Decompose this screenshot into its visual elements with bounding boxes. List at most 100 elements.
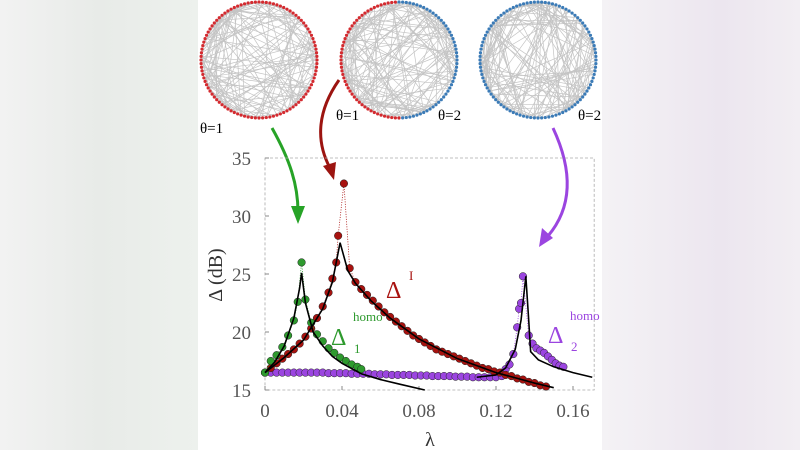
network-node xyxy=(494,98,498,102)
network-edge xyxy=(353,22,403,119)
network-node xyxy=(313,43,317,48)
network-node xyxy=(223,105,227,109)
network-edge xyxy=(227,10,314,39)
label-delta-1-homo: Δ homo 1 xyxy=(331,309,383,356)
network-node xyxy=(481,76,485,80)
network-edge xyxy=(212,93,288,112)
network-node xyxy=(288,107,292,111)
network-edge xyxy=(491,93,583,98)
network-node xyxy=(434,13,438,17)
network-node xyxy=(299,98,303,102)
network-edge xyxy=(230,8,306,27)
network-node xyxy=(346,86,350,90)
label-delta-I: Δ I xyxy=(386,268,413,304)
network-node xyxy=(446,27,450,31)
network-node xyxy=(339,65,344,69)
network-node xyxy=(576,16,580,20)
y-tick-label: 20 xyxy=(232,323,251,344)
network-node xyxy=(339,54,343,58)
network-node xyxy=(444,24,448,28)
network-edge xyxy=(537,1,588,92)
network-edge xyxy=(381,113,421,116)
network-node xyxy=(590,79,594,83)
network-node xyxy=(454,47,458,51)
network-node xyxy=(299,18,303,22)
network-node xyxy=(515,112,519,116)
network-node xyxy=(442,21,446,25)
network-node xyxy=(485,86,489,90)
network-node xyxy=(594,54,598,58)
network-node xyxy=(315,58,319,62)
x-tick-label: 0.04 xyxy=(325,401,359,422)
network-node xyxy=(261,116,265,120)
network-node xyxy=(369,7,373,11)
network-node xyxy=(496,100,500,104)
network-node xyxy=(304,24,308,28)
network-node xyxy=(525,115,529,119)
network-node xyxy=(271,2,276,6)
network-node xyxy=(518,3,522,7)
network-edge xyxy=(216,14,296,21)
network-node xyxy=(342,40,346,44)
network-edge xyxy=(387,2,455,79)
network-node xyxy=(451,37,455,41)
network-node xyxy=(481,40,485,44)
network-node xyxy=(439,98,443,102)
network-node xyxy=(202,40,206,44)
network-node xyxy=(452,40,456,44)
network-node xyxy=(200,47,204,51)
network-edge xyxy=(255,17,300,119)
network-node xyxy=(448,86,452,90)
y-tick-label: 15 xyxy=(232,381,251,402)
network-edge xyxy=(487,41,594,89)
network-node xyxy=(593,51,598,55)
network-edge xyxy=(479,63,560,115)
network-node xyxy=(449,33,454,37)
network-edge xyxy=(201,52,232,111)
network-node xyxy=(587,30,591,34)
network-node xyxy=(505,9,509,13)
network-node xyxy=(242,2,247,6)
network-node xyxy=(308,86,312,90)
network-node xyxy=(525,1,529,5)
network-edge xyxy=(479,56,573,108)
network-edge xyxy=(227,108,277,116)
network-edge xyxy=(495,10,570,100)
network-edge xyxy=(480,70,539,119)
network-edge xyxy=(493,63,596,98)
network-node xyxy=(418,4,422,8)
network-node xyxy=(311,79,315,83)
network-edge xyxy=(340,8,428,64)
network-node xyxy=(428,9,432,13)
network-node xyxy=(372,110,376,115)
network-node xyxy=(578,18,582,22)
network-node xyxy=(360,103,364,107)
network-node xyxy=(350,24,354,28)
network-edge xyxy=(343,2,393,79)
network-node xyxy=(521,114,526,118)
network-node xyxy=(585,27,589,31)
network-node xyxy=(212,95,216,99)
network-node xyxy=(536,0,540,4)
network-edge xyxy=(209,9,232,92)
network-node xyxy=(482,37,486,41)
network-node xyxy=(511,5,515,10)
network-node xyxy=(341,72,345,77)
network-edge xyxy=(416,4,457,72)
network-node xyxy=(390,0,394,5)
network-edge xyxy=(349,2,407,30)
network-node xyxy=(242,114,247,118)
network-edge xyxy=(582,45,595,98)
series-label-sub: 2 xyxy=(571,339,578,354)
network-node xyxy=(594,62,598,66)
network-node xyxy=(540,116,544,120)
network-node xyxy=(246,115,250,119)
network-node xyxy=(344,33,349,37)
network-edge xyxy=(483,3,524,82)
network-edge xyxy=(391,2,411,118)
network-node xyxy=(250,115,254,120)
network-node xyxy=(357,16,361,20)
network-edge xyxy=(206,84,310,89)
network-node xyxy=(291,11,295,15)
network-edge xyxy=(377,45,456,115)
